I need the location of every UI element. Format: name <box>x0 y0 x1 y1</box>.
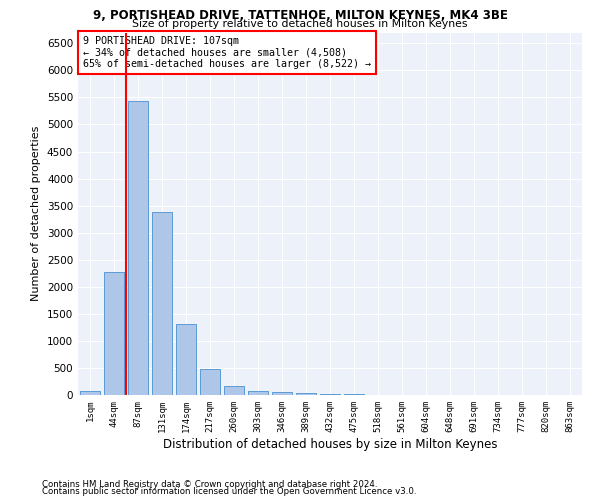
Text: 9, PORTISHEAD DRIVE, TATTENHOE, MILTON KEYNES, MK4 3BE: 9, PORTISHEAD DRIVE, TATTENHOE, MILTON K… <box>92 9 508 22</box>
Bar <box>176 324 196 395</box>
Bar <box>272 392 292 395</box>
Bar <box>152 212 172 395</box>
Bar <box>128 100 148 395</box>
Bar <box>224 386 244 395</box>
Bar <box>80 391 100 395</box>
Y-axis label: Number of detached properties: Number of detached properties <box>31 126 41 302</box>
Bar <box>248 390 268 395</box>
Bar <box>296 394 316 395</box>
Bar <box>200 369 220 395</box>
Bar <box>344 394 364 395</box>
Bar <box>320 394 340 395</box>
Text: Size of property relative to detached houses in Milton Keynes: Size of property relative to detached ho… <box>132 19 468 29</box>
Text: Contains HM Land Registry data © Crown copyright and database right 2024.: Contains HM Land Registry data © Crown c… <box>42 480 377 489</box>
Bar <box>104 272 124 395</box>
Text: 9 PORTISHEAD DRIVE: 107sqm
← 34% of detached houses are smaller (4,508)
65% of s: 9 PORTISHEAD DRIVE: 107sqm ← 34% of deta… <box>83 36 371 70</box>
X-axis label: Distribution of detached houses by size in Milton Keynes: Distribution of detached houses by size … <box>163 438 497 450</box>
Text: Contains public sector information licensed under the Open Government Licence v3: Contains public sector information licen… <box>42 487 416 496</box>
